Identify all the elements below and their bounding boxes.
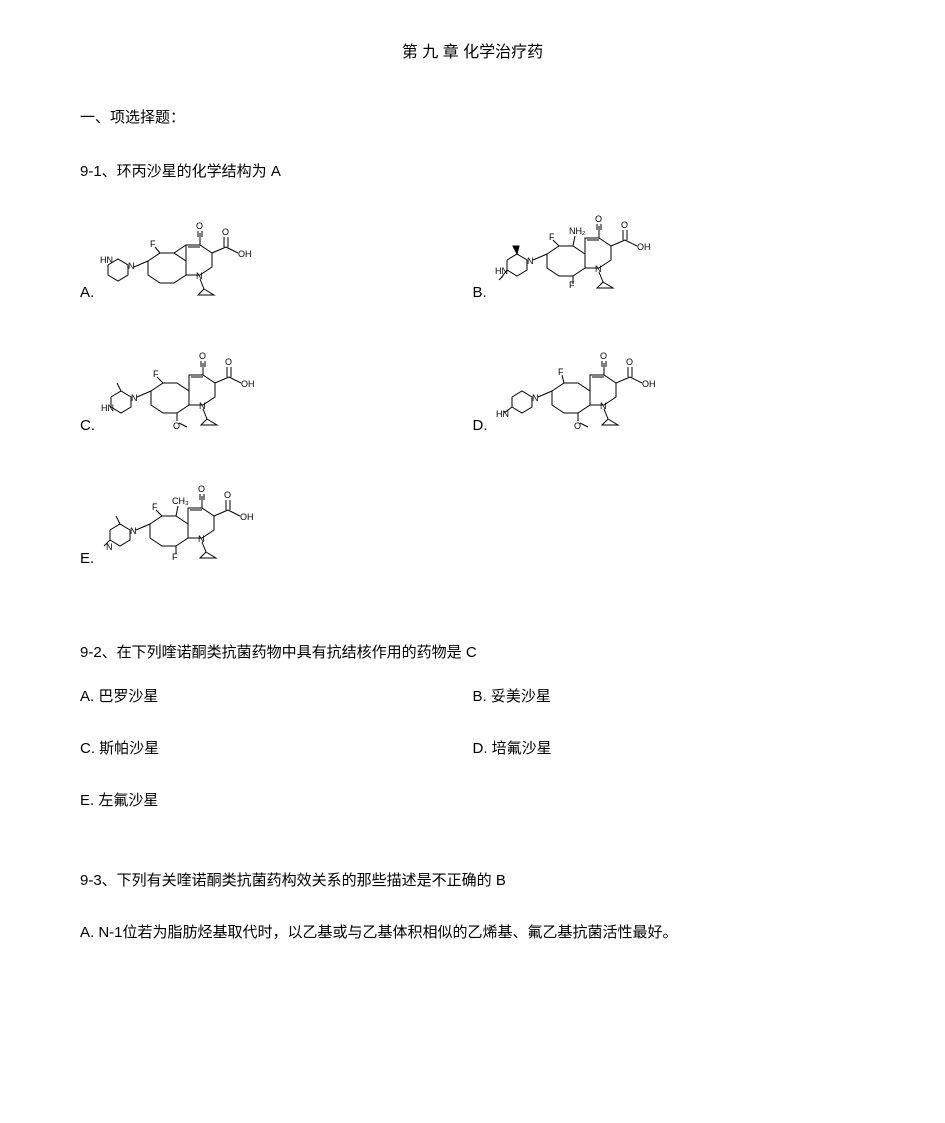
svg-text:N: N <box>600 401 607 411</box>
question-9-1-options: A. HN N F <box>80 202 865 611</box>
svg-text:OH: OH <box>637 242 651 252</box>
option-A-label: A. <box>80 281 94 305</box>
option-B: B. HN N <box>473 202 866 305</box>
section-heading: 一、项选择题： <box>80 106 865 130</box>
svg-text:O: O <box>225 357 232 367</box>
option-E-label: E. <box>80 547 94 571</box>
q2-option-C: C. 斯帕沙星 <box>80 737 473 761</box>
q2-option-B: B. 妥美沙星 <box>473 685 866 709</box>
svg-text:N: N <box>199 401 206 411</box>
svg-text:O: O <box>574 421 581 430</box>
svg-text:N: N <box>130 526 137 536</box>
svg-text:O: O <box>626 357 633 367</box>
svg-text:F: F <box>558 367 564 377</box>
option-D-label: D. <box>473 414 488 438</box>
q2-option-A: A. 巴罗沙星 <box>80 685 473 709</box>
page-title: 第 九 章 化学治疗药 <box>80 40 865 66</box>
chem-structure-A: HN N F O <box>100 217 270 305</box>
q3-option-A: A. N-1位若为脂肪烃基取代时，以乙基或与乙基体积相似的乙烯基、氟乙基抗菌活性… <box>80 921 865 945</box>
svg-text:O: O <box>600 351 607 361</box>
svg-text:N: N <box>131 393 138 403</box>
svg-text:O: O <box>198 484 205 494</box>
option-D: D. HN N F <box>473 345 866 438</box>
option-C: C. HN N F <box>80 345 473 438</box>
svg-text:CH₃: CH₃ <box>172 496 189 506</box>
svg-text:N: N <box>532 393 539 403</box>
question-9-2-options: A. 巴罗沙星 B. 妥美沙星 C. 斯帕沙星 D. 培氟沙星 E. 左氟沙星 <box>80 685 865 841</box>
svg-text:O: O <box>224 490 231 500</box>
svg-text:HN: HN <box>101 403 114 413</box>
svg-text:F: F <box>569 280 575 290</box>
option-E: E. N N F <box>80 478 473 571</box>
chem-structure-E: N N F CH₃ <box>100 478 275 571</box>
svg-text:OH: OH <box>238 249 252 259</box>
q2-option-D: D. 培氟沙星 <box>473 737 866 761</box>
svg-text:O: O <box>173 421 180 430</box>
svg-text:OH: OH <box>241 379 255 389</box>
question-9-3: 9-3、下列有关喹诺酮类抗菌药构效关系的那些描述是不正确的 B <box>80 869 865 893</box>
svg-text:OH: OH <box>642 379 656 389</box>
svg-text:N: N <box>595 264 602 274</box>
svg-text:O: O <box>222 227 229 237</box>
svg-text:O: O <box>199 351 206 361</box>
svg-text:N: N <box>196 271 203 281</box>
svg-text:O: O <box>595 214 602 224</box>
svg-text:N: N <box>128 261 135 271</box>
q2-option-E: E. 左氟沙星 <box>80 789 865 813</box>
chem-structure-B: HN N F NH₂ <box>493 202 683 305</box>
option-B-label: B. <box>473 281 487 305</box>
option-A: A. HN N F <box>80 202 473 305</box>
svg-text:HN: HN <box>100 255 113 265</box>
chem-structure-D: HN N F O <box>494 345 669 438</box>
question-9-2: 9-2、在下列喹诺酮类抗菌药物中具有抗结核作用的药物是 C <box>80 641 865 665</box>
svg-text:F: F <box>172 552 178 562</box>
svg-text:NH₂: NH₂ <box>569 226 586 236</box>
option-C-label: C. <box>80 414 95 438</box>
question-9-1: 9-1、环丙沙星的化学结构为 A <box>80 160 865 184</box>
svg-text:OH: OH <box>240 512 254 522</box>
chem-structure-C: HN N F O <box>101 345 276 438</box>
svg-text:O: O <box>196 221 203 231</box>
svg-text:N: N <box>527 256 534 266</box>
svg-text:O: O <box>621 220 628 230</box>
svg-text:N: N <box>198 534 205 544</box>
